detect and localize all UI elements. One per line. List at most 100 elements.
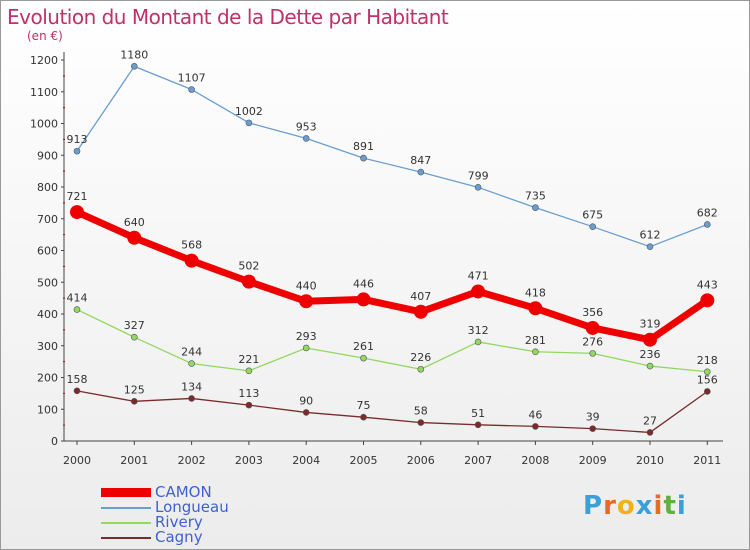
data-point-rivery	[302, 344, 310, 352]
data-label-rivery: 414	[67, 292, 88, 305]
data-label-rivery: 293	[296, 330, 317, 343]
data-point-camon	[643, 332, 657, 347]
data-point-cagny	[73, 387, 81, 395]
y-tick-label: 800	[37, 181, 58, 194]
y-tick-label: 0	[51, 435, 58, 448]
data-point-cagny	[188, 395, 195, 402]
data-label-longueau: 612	[640, 229, 661, 242]
data-point-longueau	[302, 135, 310, 142]
data-label-longueau: 847	[410, 154, 431, 167]
data-point-camon	[700, 293, 715, 308]
data-label-longueau: 913	[67, 133, 88, 146]
data-point-rivery	[131, 333, 138, 341]
data-label-rivery: 261	[353, 340, 374, 353]
data-label-rivery: 327	[124, 319, 145, 332]
x-tick-label: 2010	[636, 454, 664, 467]
data-point-camon	[528, 301, 543, 316]
data-point-rivery	[532, 348, 539, 356]
y-tick-label: 400	[37, 308, 58, 321]
legend-item-longueau: Longueau	[101, 500, 229, 515]
x-tick-label: 2004	[292, 454, 320, 467]
data-label-longueau: 1107	[178, 72, 206, 85]
data-point-cagny	[245, 401, 253, 409]
data-label-longueau: 953	[296, 120, 317, 133]
data-label-camon: 319	[640, 318, 661, 331]
data-point-camon	[356, 292, 371, 307]
y-tick-label: 300	[37, 340, 58, 353]
data-label-cagny: 46	[528, 408, 542, 421]
y-tick-label: 200	[37, 372, 58, 385]
data-label-camon: 443	[697, 278, 718, 291]
data-point-rivery	[646, 362, 654, 370]
legend-label: Longueau	[155, 498, 229, 516]
data-point-camon	[299, 294, 314, 309]
x-tick-label: 2006	[407, 454, 435, 467]
data-label-rivery: 226	[410, 351, 431, 364]
data-label-cagny: 90	[299, 394, 313, 407]
series-line-cagny	[76, 390, 708, 434]
data-label-rivery: 218	[697, 354, 718, 367]
data-label-camon: 471	[468, 269, 489, 282]
data-point-camon	[127, 230, 142, 245]
data-point-rivery	[474, 338, 482, 346]
legend-label: Cagny	[155, 528, 203, 546]
data-label-longueau: 735	[525, 190, 546, 203]
data-label-longueau: 1002	[235, 105, 263, 118]
series-line-camon	[75, 208, 710, 344]
y-tick-label: 1000	[30, 118, 58, 131]
data-point-cagny	[532, 423, 539, 430]
data-label-rivery: 276	[582, 335, 603, 348]
y-tick-label: 700	[37, 213, 58, 226]
data-label-cagny: 75	[357, 399, 371, 412]
data-label-cagny: 134	[181, 380, 202, 393]
data-point-camon	[241, 274, 256, 289]
data-point-longueau	[589, 223, 597, 230]
data-point-longueau	[360, 154, 367, 162]
legend-item-rivery: Rivery	[101, 515, 229, 530]
chart-legend: CAMON Longueau Rivery Cagny	[101, 485, 229, 545]
data-point-longueau	[188, 86, 195, 93]
data-label-cagny: 156	[697, 373, 718, 386]
data-label-longueau: 799	[468, 169, 489, 182]
data-label-longueau: 1180	[120, 48, 148, 61]
data-point-rivery	[703, 368, 711, 376]
legend-item-cagny: Cagny	[101, 530, 229, 545]
series-line-longueau	[76, 65, 708, 248]
data-label-cagny: 113	[238, 387, 259, 400]
data-label-camon: 407	[410, 290, 431, 303]
data-label-cagny: 125	[124, 383, 145, 396]
data-point-longueau	[703, 221, 711, 228]
legend-label: Rivery	[155, 513, 203, 531]
data-label-camon: 721	[67, 190, 88, 203]
data-label-rivery: 312	[468, 324, 489, 337]
data-point-camon	[184, 253, 199, 268]
data-label-rivery: 281	[525, 334, 546, 347]
x-tick-label: 2000	[63, 454, 91, 467]
x-tick-label: 2007	[464, 454, 492, 467]
legend-item-camon: CAMON	[101, 485, 229, 500]
x-tick-label: 2003	[235, 454, 263, 467]
data-label-rivery: 244	[181, 346, 202, 359]
legend-swatch	[101, 488, 151, 497]
x-tick-label: 2008	[521, 454, 549, 467]
data-point-longueau	[245, 119, 253, 127]
x-tick-label: 2005	[350, 454, 378, 467]
data-label-camon: 446	[353, 277, 374, 290]
data-label-longueau: 682	[697, 206, 718, 219]
legend-swatch	[101, 521, 151, 524]
x-tick-label: 2009	[579, 454, 607, 467]
data-label-camon: 356	[582, 306, 603, 319]
data-point-cagny	[302, 409, 310, 416]
data-point-longueau	[417, 168, 425, 176]
data-label-longueau: 675	[582, 209, 603, 222]
data-point-cagny	[131, 398, 138, 405]
y-tick-label: 500	[37, 276, 58, 289]
data-label-rivery: 221	[238, 353, 259, 366]
data-point-rivery	[245, 367, 253, 375]
data-point-camon	[585, 320, 600, 335]
data-point-cagny	[589, 425, 597, 432]
data-point-cagny	[703, 388, 711, 395]
y-tick-label: 1100	[30, 86, 58, 99]
legend-swatch	[101, 536, 151, 539]
